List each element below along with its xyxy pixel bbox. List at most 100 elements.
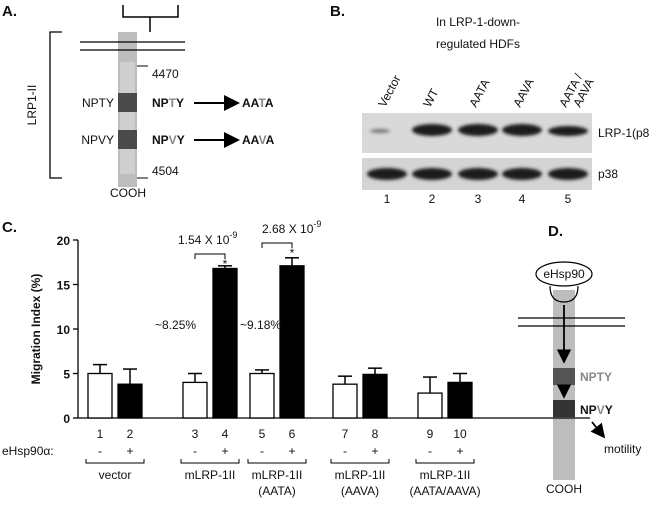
lane-number: 4 (519, 192, 526, 206)
motif-sequence: NPTY (152, 96, 184, 110)
mutant-sequence-part: A (266, 133, 275, 147)
group-label: mLRP-1II (335, 468, 386, 482)
significance-mark: * (290, 246, 295, 260)
group-label: (AAVA) (341, 484, 379, 498)
bar (279, 265, 305, 419)
terminus-label: COOH (110, 186, 146, 200)
group-bracket (415, 459, 475, 464)
treatment-sign: - (428, 444, 432, 458)
group-label: vector (99, 468, 132, 482)
panel-label: A. (2, 3, 17, 20)
group-bracket (180, 459, 240, 464)
lane-label: Vector (375, 73, 403, 110)
blot-title: regulated HDFs (436, 37, 520, 51)
motif-sequence-part: NP (152, 133, 169, 147)
motif-label: NPTY (82, 96, 114, 110)
mutant-sequence-part: V (258, 133, 266, 147)
motif-label: NPTY (580, 370, 612, 384)
group-label: mLRP-1II (252, 468, 303, 482)
p-value-base: 1.54 X 10 (178, 233, 230, 247)
annotation: ~9.18% (240, 318, 281, 332)
y-axis-label: Migration Index (%) (29, 274, 43, 385)
treatment-sign: + (126, 444, 133, 458)
mutant-sequence: AAVA (242, 133, 275, 147)
mutant-sequence: AATA (242, 96, 274, 110)
panel-d-diagram (518, 261, 625, 480)
lane-label: AATA (466, 77, 492, 110)
treatment-sign: - (343, 444, 347, 458)
significance-bracket (261, 242, 293, 248)
panel-label: D. (548, 223, 563, 240)
lane-number: 3 (475, 192, 482, 206)
p-value: 1.54 X 10-9 (178, 230, 237, 247)
western-blot (362, 113, 592, 190)
panel-label: B. (330, 3, 345, 20)
treatment-label: eHsp90α: (2, 444, 54, 458)
lane-label: AAVA (510, 76, 537, 109)
lane-label: WT (420, 86, 441, 110)
treatment-sign: + (371, 444, 378, 458)
panel-a-diagram (49, 5, 240, 187)
treatment-sign: - (98, 444, 102, 458)
protein-name: LRP1-II (25, 85, 39, 126)
treatment-sign: + (221, 444, 228, 458)
x-tick-label: 6 (289, 427, 296, 441)
y-tick-label: 0 (63, 412, 70, 426)
p-value: 2.68 X 10-9 (262, 219, 321, 236)
motif-label-part: NP (580, 403, 597, 417)
treatment-sign: + (288, 444, 295, 458)
treatment-sign: + (456, 444, 463, 458)
motif-sequence-part: Y (176, 96, 184, 110)
bar (362, 373, 388, 419)
residue-label: 4504 (152, 164, 179, 178)
motif-sequence-part: V (169, 133, 177, 147)
motif-label: NPVY (580, 403, 613, 417)
panel-label: C. (2, 219, 17, 236)
x-tick-label: 9 (427, 427, 434, 441)
terminus-label: COOH (546, 482, 582, 496)
bar (249, 372, 275, 419)
y-tick-label: 20 (57, 234, 71, 248)
x-tick-label: 4 (222, 427, 229, 441)
lane-number: 5 (565, 192, 572, 206)
group-bracket (247, 459, 307, 464)
mutant-sequence-part: AA (242, 133, 260, 147)
group-label: (AATA) (258, 484, 296, 498)
motif-label: NPVY (81, 133, 114, 147)
group-label: mLRP-1II (185, 468, 236, 482)
y-tick-label: 10 (57, 323, 71, 337)
band-label: LRP-1(p85) (598, 126, 650, 140)
bar (417, 392, 443, 419)
bar (447, 381, 473, 419)
bar (87, 372, 113, 419)
lane-number: 1 (384, 192, 391, 206)
group-label: (AATA/AAVA) (409, 484, 480, 498)
mutant-sequence-part: A (265, 96, 274, 110)
p-value-exponent: -9 (313, 219, 321, 229)
motif-sequence-part: Y (177, 133, 185, 147)
significance-bracket (194, 253, 226, 259)
annotation: ~8.25% (155, 318, 196, 332)
ligand-label: eHsp90 (543, 267, 585, 281)
motif-sequence: NPVY (152, 133, 185, 147)
treatment-sign: - (260, 444, 264, 458)
group-label: mLRP-1II (420, 468, 471, 482)
residue-label: 4470 (152, 67, 179, 81)
x-tick-label: 7 (342, 427, 349, 441)
blot-title: In LRP-1-down- (436, 15, 520, 29)
y-tick-label: 15 (57, 279, 71, 293)
x-tick-label: 8 (372, 427, 379, 441)
mutant-sequence-part: T (258, 96, 266, 110)
motif-label-part: Y (605, 403, 613, 417)
bar (212, 267, 238, 419)
lane-number: 2 (429, 192, 436, 206)
p-value-base: 2.68 X 10 (262, 222, 314, 236)
x-tick-label: 2 (127, 427, 134, 441)
bar (332, 383, 358, 419)
motif-label-part: NPTY (580, 370, 612, 384)
x-tick-label: 3 (192, 427, 199, 441)
motif-label-part: V (597, 403, 605, 417)
x-tick-label: 5 (259, 427, 266, 441)
outcome-label: motility (604, 442, 641, 456)
